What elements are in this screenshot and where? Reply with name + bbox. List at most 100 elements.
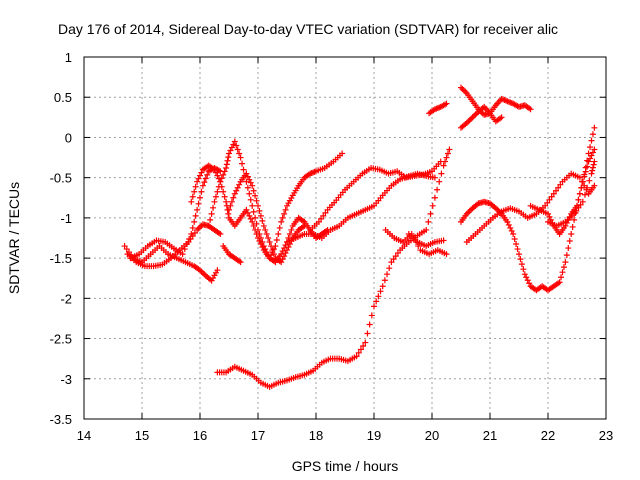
y-axis-label: SDTVAR / TECUs [6, 182, 22, 294]
data-point [207, 216, 214, 223]
data-point [516, 251, 522, 258]
data-point [234, 146, 241, 153]
data-point [557, 181, 564, 188]
data-point [443, 154, 450, 161]
y-tick-label: 1 [65, 50, 72, 65]
data-point [560, 264, 567, 271]
data-point [562, 259, 569, 266]
data-point [582, 164, 589, 171]
data-point [588, 137, 595, 144]
data-point [563, 252, 570, 259]
data-point [214, 267, 221, 274]
data-point [427, 210, 434, 217]
data-point [587, 144, 594, 151]
data-point [518, 261, 525, 268]
data-point [510, 230, 517, 237]
grid [84, 57, 606, 419]
chart-title: Day 176 of 2014, Sidereal Day-to-day VTE… [58, 21, 558, 37]
data-point [192, 212, 199, 219]
data-point [577, 201, 584, 208]
data-point [590, 161, 597, 168]
data-point [573, 207, 580, 214]
data-point [243, 170, 250, 177]
data-point [189, 193, 196, 200]
data-point [508, 227, 515, 234]
data-point [575, 204, 582, 211]
data-point [566, 238, 573, 245]
data-point [459, 85, 466, 92]
data-point [246, 176, 253, 183]
data-point [223, 161, 230, 168]
data-point [443, 251, 450, 258]
data-point [276, 224, 283, 231]
data-point [236, 181, 243, 188]
data-point [246, 212, 253, 219]
data-point [210, 204, 217, 211]
data-point [468, 115, 475, 122]
data-point [458, 84, 464, 91]
data-point [223, 198, 230, 205]
data-point [195, 200, 202, 207]
data-point [249, 218, 256, 225]
data-point [220, 188, 227, 195]
data-point [279, 256, 286, 263]
data-point [472, 111, 479, 118]
data-point [469, 114, 476, 121]
data-point [199, 182, 206, 189]
data-point [585, 150, 592, 157]
data-point [571, 216, 578, 223]
data-point [425, 218, 432, 225]
data-point [465, 209, 472, 216]
data-point [231, 190, 238, 197]
data-point [282, 206, 289, 213]
data-point [221, 193, 228, 200]
data-point [223, 165, 230, 172]
data-point [550, 190, 557, 197]
data-point [282, 250, 289, 257]
y-tick-label: 0.5 [54, 90, 72, 105]
data-point [199, 269, 206, 276]
data-point [250, 208, 257, 215]
data-point [181, 246, 188, 253]
data-point [191, 229, 198, 236]
data-point [265, 252, 272, 259]
data-point [517, 256, 524, 263]
x-tick-label: 22 [541, 428, 555, 443]
data-point [249, 182, 256, 189]
data-point [201, 179, 208, 186]
data-point [542, 202, 549, 209]
data-point [257, 212, 264, 219]
data-point [586, 177, 593, 184]
data-point [521, 271, 528, 278]
data-point [253, 197, 260, 204]
data-point [194, 206, 201, 213]
data-point [269, 247, 276, 254]
data-point [322, 209, 329, 216]
data-point [255, 202, 261, 209]
data-point [249, 202, 256, 209]
data-point [252, 214, 259, 221]
data-point [362, 339, 369, 346]
data-point [220, 171, 227, 178]
data-point [384, 271, 391, 278]
data-point [353, 353, 360, 360]
data-point [514, 246, 521, 253]
data-point [429, 202, 436, 209]
data-point [278, 218, 285, 225]
data-point [552, 187, 559, 194]
data-point [507, 224, 514, 231]
data-point [221, 168, 228, 175]
data-point [212, 169, 219, 176]
data-point [202, 175, 209, 182]
data-point [278, 259, 285, 266]
data-point [121, 243, 128, 250]
data-point [270, 251, 277, 258]
data-point [585, 158, 592, 165]
data-point [198, 169, 205, 176]
data-point [256, 230, 263, 237]
data-point [273, 237, 280, 244]
data-point [191, 188, 198, 195]
data-point [444, 150, 451, 157]
data-point [252, 192, 259, 199]
data-point [285, 244, 292, 251]
